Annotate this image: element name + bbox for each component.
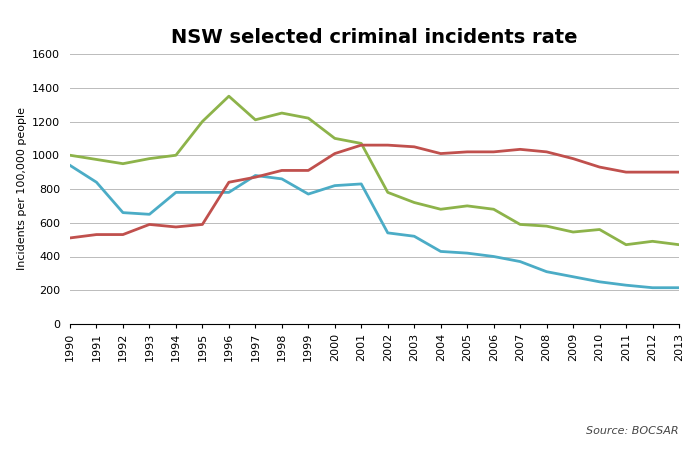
Line: Motor vehicle theft: Motor vehicle theft <box>70 166 679 288</box>
Motor vehicle theft <box>66 163 74 168</box>
Line: Break and enter dwelling: Break and enter dwelling <box>70 96 679 245</box>
Assault <box>330 151 339 156</box>
Motor vehicle theft <box>251 173 260 178</box>
Break and enter dwelling <box>357 141 365 146</box>
Motor vehicle theft <box>278 176 286 181</box>
Assault <box>198 222 206 227</box>
Break and enter dwelling <box>198 119 206 124</box>
Break and enter dwelling <box>437 207 445 212</box>
Break and enter dwelling <box>330 136 339 141</box>
Y-axis label: Incidents per 100,000 people: Incidents per 100,000 people <box>17 108 27 270</box>
Assault <box>225 180 233 185</box>
Break and enter dwelling <box>622 242 630 248</box>
Break and enter dwelling <box>304 115 312 121</box>
Break and enter dwelling <box>463 203 471 208</box>
Assault <box>569 156 577 162</box>
Break and enter dwelling <box>225 94 233 99</box>
Assault <box>410 144 419 149</box>
Motor vehicle theft <box>92 180 101 185</box>
Title: NSW selected criminal incidents rate: NSW selected criminal incidents rate <box>172 28 578 47</box>
Motor vehicle theft <box>384 230 392 236</box>
Break and enter dwelling <box>119 161 127 166</box>
Assault <box>145 222 153 227</box>
Assault <box>66 235 74 241</box>
Break and enter dwelling <box>410 200 419 205</box>
Break and enter dwelling <box>489 207 498 212</box>
Motor vehicle theft <box>596 279 604 284</box>
Assault <box>119 232 127 237</box>
Assault <box>463 149 471 155</box>
Assault <box>542 149 551 155</box>
Motor vehicle theft <box>489 254 498 259</box>
Assault <box>384 142 392 148</box>
Break and enter dwelling <box>172 153 180 158</box>
Motor vehicle theft <box>330 183 339 188</box>
Motor vehicle theft <box>172 190 180 195</box>
Motor vehicle theft <box>198 190 206 195</box>
Motor vehicle theft <box>145 212 153 217</box>
Assault <box>278 168 286 173</box>
Motor vehicle theft <box>304 191 312 197</box>
Assault <box>251 175 260 180</box>
Line: Assault: Assault <box>70 145 679 238</box>
Break and enter dwelling <box>648 238 657 244</box>
Motor vehicle theft <box>675 285 683 290</box>
Break and enter dwelling <box>675 242 683 248</box>
Break and enter dwelling <box>542 224 551 229</box>
Text: Source: BOCSAR: Source: BOCSAR <box>587 427 679 436</box>
Assault <box>437 151 445 156</box>
Motor vehicle theft <box>569 274 577 279</box>
Assault <box>596 164 604 170</box>
Motor vehicle theft <box>410 234 419 239</box>
Assault <box>622 169 630 175</box>
Assault <box>648 169 657 175</box>
Assault <box>172 224 180 230</box>
Assault <box>304 168 312 173</box>
Motor vehicle theft <box>648 285 657 290</box>
Motor vehicle theft <box>542 269 551 274</box>
Break and enter dwelling <box>278 110 286 116</box>
Break and enter dwelling <box>596 227 604 232</box>
Motor vehicle theft <box>437 249 445 254</box>
Motor vehicle theft <box>463 250 471 256</box>
Break and enter dwelling <box>384 190 392 195</box>
Motor vehicle theft <box>357 181 365 187</box>
Break and enter dwelling <box>145 156 153 162</box>
Assault <box>92 232 101 237</box>
Break and enter dwelling <box>66 153 74 158</box>
Break and enter dwelling <box>516 222 524 227</box>
Assault <box>675 169 683 175</box>
Motor vehicle theft <box>622 283 630 288</box>
Break and enter dwelling <box>251 117 260 122</box>
Motor vehicle theft <box>225 190 233 195</box>
Motor vehicle theft <box>119 210 127 215</box>
Break and enter dwelling <box>92 157 101 162</box>
Break and enter dwelling <box>569 230 577 235</box>
Assault <box>516 147 524 152</box>
Motor vehicle theft <box>516 259 524 264</box>
Assault <box>489 149 498 155</box>
Assault <box>357 142 365 148</box>
